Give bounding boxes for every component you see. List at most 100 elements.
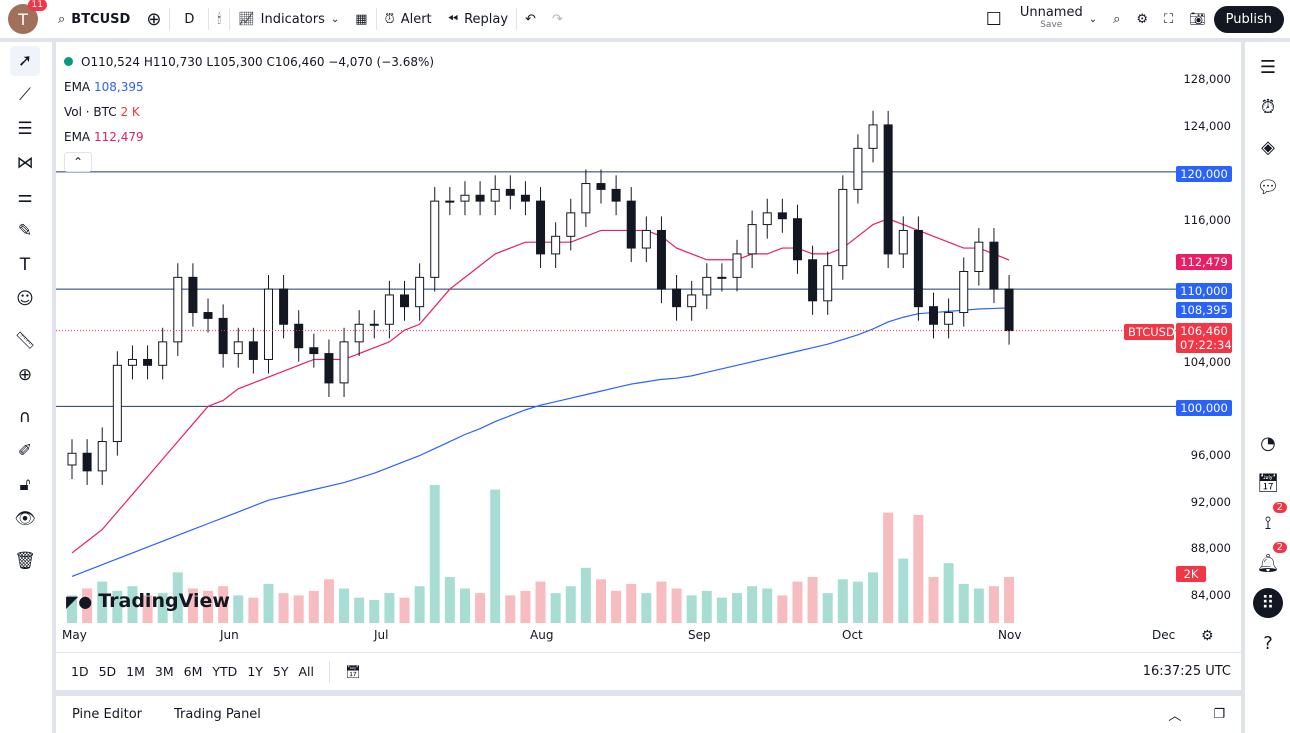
candle-up [974,241,984,272]
chart-pane[interactable] [56,42,1241,690]
products-button[interactable]: ⠿ [1253,588,1283,618]
ema50-line [71,218,1010,554]
price-chart[interactable] [56,42,1241,690]
alert-button[interactable]: ⏰︎ Alert [377,0,440,38]
layout-square-icon: ☐ [985,8,1002,30]
undo-button[interactable]: ↶ [517,0,544,38]
interval-button[interactable]: D [184,11,195,27]
chart-legend: O110,524 H110,730 L105,300 C106,460 −4,0… [64,50,434,172]
delete-tool[interactable]: 🗑︎ [10,546,40,576]
candle-up [959,270,969,314]
volume-bar [973,588,984,623]
prediction-tool[interactable]: ⚌ [10,182,40,212]
volume-bar [490,489,501,623]
market-status-dot [64,57,73,66]
volume-bar [898,558,909,623]
range-1d[interactable]: 1D [71,664,89,679]
user-avatar[interactable]: T 11 [8,0,47,34]
hide-tool[interactable]: 👁︎ [10,504,40,534]
chat-button[interactable]: 💬︎ [1253,172,1283,202]
ema-value: 112,479 [93,130,144,144]
emoji-tool[interactable]: ☺ [10,284,40,314]
price-axis[interactable]: 128,000 124,000 116,000 104,000 96,000 9… [1176,42,1241,632]
range-all[interactable]: All [298,664,315,679]
zoom-tool[interactable]: ⊕ [10,360,40,390]
notifications-button[interactable]: 🔔︎ 2 [1253,542,1287,578]
ema-value: 108,395 [93,80,144,94]
goto-date-button[interactable]: 📅︎ [340,664,366,680]
candle-down [218,317,228,355]
layout-menu[interactable]: ☐ Unnamed Save ⌄ [978,0,1105,38]
magnet-tool[interactable]: ∩ [10,402,40,432]
collapse-legend-button[interactable]: ⌃ [64,152,92,172]
chevron-down-icon: ⌄ [330,13,340,25]
candle-up [384,294,394,325]
fib-tool[interactable]: ☰ [10,114,40,144]
layouts-button[interactable]: ▦ [347,0,375,38]
cursor-icon: ➚ [17,51,33,71]
collapse-panel-button[interactable]: ︿ [1168,705,1181,724]
settings-button[interactable]: ⚙ [1128,0,1156,38]
compare-button[interactable]: ⊕ [138,0,169,38]
ema-row-2[interactable]: EMA 112,479 [64,125,434,150]
alerts-button[interactable]: ⏰︎ [1253,92,1283,122]
range-3m[interactable]: 3M [154,664,174,679]
gear-icon: ⚙ [1136,11,1149,27]
volume-bar [611,590,622,623]
calendar-arrow-icon: 📅︎ [345,663,361,679]
snapshot-button[interactable]: 📷︎ [1181,0,1214,38]
cursor-tool[interactable]: ➚ [10,46,40,76]
time-tick: May [62,628,87,642]
level-120000-tag: 120,000 [1176,166,1232,182]
trendline-tool[interactable]: ⟋ [10,80,40,110]
symbol-search[interactable]: ⌕ BTCUSD [50,0,138,38]
redo-button[interactable]: ↷ [544,0,571,38]
smiley-icon: ☺ [16,289,34,309]
pine-editor-tab[interactable]: Pine Editor [72,707,143,722]
volume-bar [852,581,863,623]
quick-search-button[interactable]: ⌕ [1105,0,1128,38]
candle-up [67,452,77,466]
candle-down [792,218,802,261]
maximize-panel-button[interactable]: ❐ [1213,707,1225,722]
time-tick: Oct [842,628,863,642]
volume-bar [399,597,410,623]
volume-row[interactable]: Vol · BTC 2 K [64,100,434,125]
patterns-tool[interactable]: ⋈ [10,148,40,178]
stay-drawing-tool[interactable]: ✐ [10,436,40,466]
volume-bar [82,588,93,623]
axis-settings-button[interactable]: ⚙ [1201,628,1214,644]
calendar-button[interactable]: 📅︎ [1253,468,1283,498]
time-axis[interactable]: May Jun Jul Aug Sep Oct Nov Dec [56,628,1176,648]
object-tree-button[interactable]: ◈ [1253,132,1283,162]
ema-row-1[interactable]: EMA 108,395 [64,75,434,100]
chart-type-button[interactable]: 🕯︎ [209,0,229,38]
watchlist-button[interactable]: ☰ [1253,52,1283,82]
ideas-stream-button[interactable]: ⟟ 2 [1253,502,1287,538]
replay-button[interactable]: ⏪︎ Replay [440,0,516,38]
forecast-icon: ⚌ [17,187,33,207]
text-tool[interactable]: T [10,250,40,280]
volume-bar [716,597,727,623]
range-5y[interactable]: 5Y [272,664,289,679]
brush-tool[interactable]: ✎ [10,216,40,246]
measure-tool[interactable]: 📏︎ [10,326,40,356]
publish-button[interactable]: Publish [1213,5,1284,33]
notification-badge: 11 [27,0,47,11]
technicals-button[interactable]: ◔ [1253,428,1283,458]
candle-up [430,200,440,278]
candle-down [1004,288,1014,332]
range-6m[interactable]: 6M [183,664,203,679]
range-ytd[interactable]: YTD [212,664,238,679]
lock-tool[interactable]: 🔓︎ [10,470,40,500]
range-1m[interactable]: 1M [126,664,145,679]
tradingview-logo[interactable]: ◤● TradingView [66,590,230,612]
range-1y[interactable]: 1Y [247,664,263,679]
help-button[interactable]: ? [1253,628,1283,658]
candle-up [173,276,183,343]
fullscreen-button[interactable]: ⛶ [1156,0,1181,38]
indicators-button[interactable]: 📈︎ Indicators ⌄ [230,0,347,38]
range-5d[interactable]: 5D [98,664,117,679]
trading-panel-tab[interactable]: Trading Panel [174,707,261,722]
clock[interactable]: 16:37:25 UTC [1142,664,1231,679]
